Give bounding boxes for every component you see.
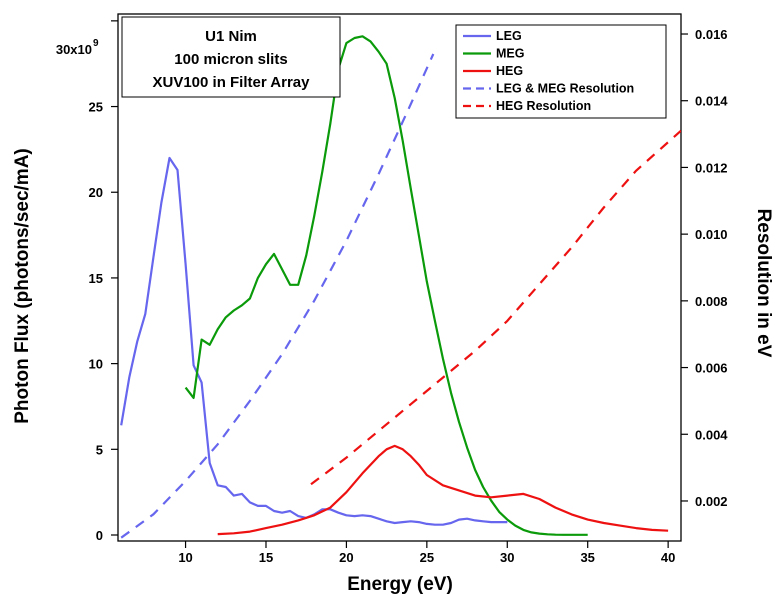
x-tick-label: 40: [661, 550, 675, 565]
y2-axis-title: Resolution in eV: [753, 209, 774, 358]
y-top-label: 30x10: [56, 42, 92, 57]
series-line-heg-resolution: [310, 129, 681, 486]
series-layer: [120, 35, 681, 539]
x-tick-label: 35: [580, 550, 594, 565]
y2-tick-label: 0.008: [695, 294, 728, 309]
legend-label: LEG: [496, 29, 522, 43]
y-top-exponent: 9: [93, 38, 99, 49]
legend-label: MEG: [496, 47, 524, 61]
y2-tick-label: 0.010: [695, 227, 728, 242]
series-line-meg: [184, 35, 588, 536]
series-line-heg: [217, 444, 669, 536]
x-axis-title: Energy (eV): [347, 574, 453, 595]
x-tick-label: 25: [420, 550, 434, 565]
ticks-layer: 10 15 20 25 30 35 40 0 5 10 15 20 25 0.002 0.004 0.006 0…: [89, 20, 728, 565]
y2-tick-label: 0.016: [695, 27, 728, 42]
x-tick-label: 10: [178, 550, 192, 565]
y2-tick-label: 0.012: [695, 160, 728, 175]
legend-label: HEG Resolution: [496, 99, 591, 113]
y-tick-label: 0: [96, 528, 103, 543]
y2-tick-label: 0.004: [695, 427, 728, 442]
y2-tick-label: 0.014: [695, 94, 728, 109]
annotation-line-1: U1 Nim: [205, 28, 257, 45]
legend-label: HEG: [496, 64, 523, 78]
annotation-line-3: XUV100 in Filter Array: [152, 74, 310, 91]
y-tick-label: 10: [89, 357, 103, 372]
x-tick-label: 20: [339, 550, 353, 565]
series-line-leg-meg-resolution: [120, 53, 435, 539]
y2-tick-label: 0.006: [695, 361, 728, 376]
annotation-line-2: 100 micron slits: [174, 51, 287, 68]
y-tick-label: 15: [89, 271, 103, 286]
annotation-box: U1 Nim 100 micron slits XUV100 in Filter…: [121, 16, 341, 98]
y-tick-label: 20: [89, 185, 103, 200]
legend-label: LEG & MEG Resolution: [496, 82, 634, 96]
y-tick-label: 5: [96, 442, 103, 457]
x-tick-label: 30: [500, 550, 514, 565]
y-tick-label: 25: [89, 100, 103, 115]
x-tick-label: 15: [259, 550, 273, 565]
y2-tick-label: 0.002: [695, 494, 728, 509]
legend: LEG MEG HEG LEG & MEG Resolution HEG Resolut…: [455, 24, 667, 119]
y-axis-title: Photon Flux (photons/sec/mA): [12, 148, 33, 424]
